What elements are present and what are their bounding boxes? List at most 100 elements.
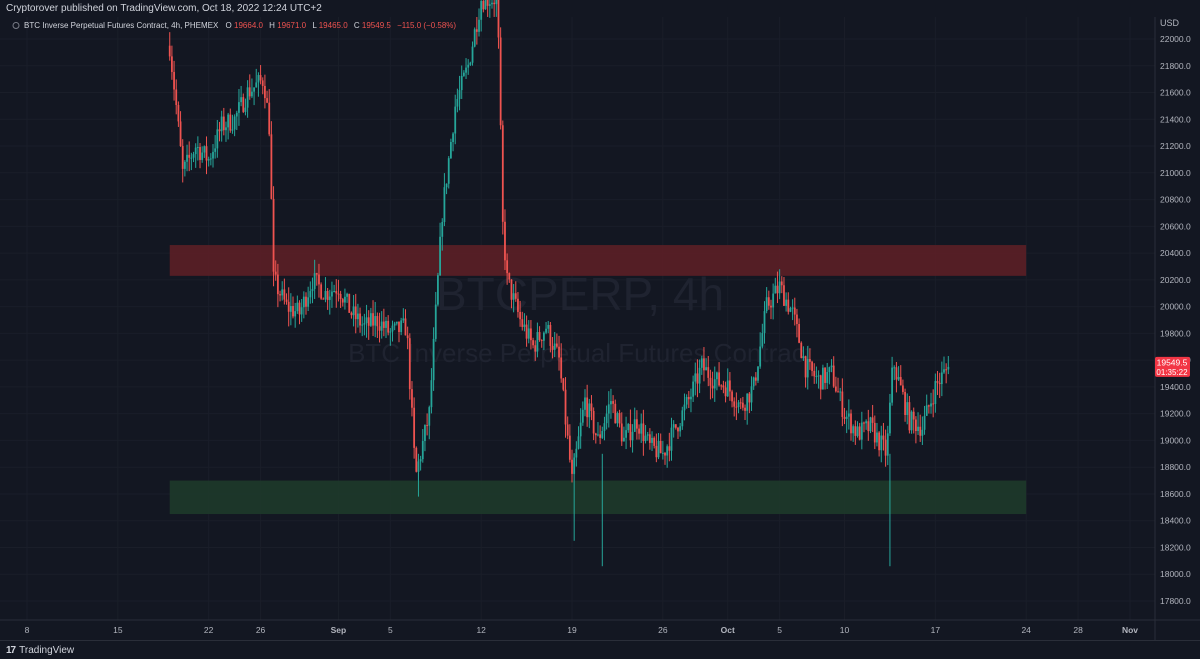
candle-body xyxy=(246,87,249,108)
candle-body xyxy=(188,154,191,158)
candle-body xyxy=(538,332,541,340)
candle-body xyxy=(281,289,284,296)
candle-body xyxy=(549,324,552,346)
candle-body xyxy=(610,401,612,405)
legend-open: 19664.0 xyxy=(234,21,263,30)
candle-body xyxy=(847,413,850,417)
candle-body xyxy=(367,317,370,326)
candle-body xyxy=(856,426,859,436)
price-tick-label: 22000.0 xyxy=(1160,34,1191,44)
candle-body xyxy=(209,158,212,160)
candle-body xyxy=(575,448,578,458)
candle-body xyxy=(558,346,560,358)
candle-body xyxy=(945,369,948,371)
candle-body xyxy=(486,0,489,6)
candle-body xyxy=(279,294,281,296)
candle-body xyxy=(449,141,452,159)
tradingview-logo[interactable]: 17 TradingView xyxy=(6,643,74,657)
candle-body xyxy=(590,403,593,411)
candle-body xyxy=(787,299,790,312)
candle-body xyxy=(739,402,742,404)
candle-body xyxy=(365,317,368,324)
candle-body xyxy=(268,102,271,135)
candle-body xyxy=(906,402,909,416)
candle-body xyxy=(709,377,712,386)
candle-body xyxy=(629,424,632,441)
candle-body xyxy=(177,104,180,122)
legend-high: 19671.0 xyxy=(277,21,306,30)
legend-close-label: C xyxy=(354,21,360,30)
time-axis[interactable]: 8 15 22 26 Sep 5 12 19 26 Oct 5 10 17 24 28 Nov xyxy=(25,625,1139,635)
candle-body xyxy=(932,403,935,405)
candle-body xyxy=(923,415,926,430)
candle-body xyxy=(806,359,809,378)
time-tick-label: 5 xyxy=(388,625,393,635)
candlestick-chart[interactable]: BTCPERP, 4h BTC Inverse Perpetual Future… xyxy=(0,0,1200,640)
candle-body xyxy=(646,434,649,436)
candle-body xyxy=(391,325,394,332)
candle-body xyxy=(605,413,608,424)
candle-body xyxy=(259,75,262,81)
candle-body xyxy=(681,410,684,427)
candle-body xyxy=(430,380,433,408)
candle-body xyxy=(754,377,757,381)
resistance-zone xyxy=(169,245,1027,276)
candle-body xyxy=(716,372,718,380)
candle-body xyxy=(220,116,223,132)
candle-body xyxy=(914,419,917,432)
candle-body xyxy=(488,4,491,6)
candle-body xyxy=(287,301,290,312)
candle-body xyxy=(199,147,201,160)
candle-body xyxy=(322,298,325,300)
candle-body xyxy=(402,318,405,321)
candle-body xyxy=(244,107,247,112)
candle-body xyxy=(183,161,186,169)
price-tick-label: 18200.0 xyxy=(1160,542,1191,552)
candle-body xyxy=(462,72,465,76)
candle-body xyxy=(532,340,534,346)
candle-body xyxy=(491,2,493,5)
candle-body xyxy=(912,411,915,420)
candle-body xyxy=(741,402,744,408)
candle-body xyxy=(759,346,762,367)
candle-body xyxy=(339,293,342,300)
candle-body xyxy=(504,221,506,261)
candle-body xyxy=(761,333,764,347)
candle-body xyxy=(696,373,699,384)
candle-body xyxy=(467,64,470,68)
candle-body xyxy=(772,293,775,308)
candle-body xyxy=(212,151,214,159)
price-tick-label: 18600.0 xyxy=(1160,489,1191,499)
legend-collapse-icon[interactable] xyxy=(12,22,20,29)
candle-body xyxy=(783,285,785,306)
candle-body xyxy=(685,396,688,405)
candle-body xyxy=(456,98,459,107)
candle-body xyxy=(690,396,692,400)
candle-body xyxy=(802,356,805,358)
candle-body xyxy=(884,439,887,456)
candle-body xyxy=(421,441,424,460)
candle-body xyxy=(780,281,783,286)
candle-body xyxy=(718,372,720,386)
support-zone xyxy=(169,480,1027,515)
candle-body xyxy=(168,45,171,57)
price-tick-label: 21400.0 xyxy=(1160,114,1191,124)
candle-body xyxy=(181,146,184,169)
candle-body xyxy=(588,403,591,418)
candle-body xyxy=(497,0,500,38)
price-tick-label: 20400.0 xyxy=(1160,248,1191,258)
candle-body xyxy=(843,416,846,419)
candle-body xyxy=(253,87,255,92)
candle-body xyxy=(638,428,640,434)
candle-body xyxy=(876,432,878,443)
candle-body xyxy=(460,75,463,91)
price-axis[interactable]: USD 17800.0 18000.0 18200.0 18400.0 18600.0 1… xyxy=(1160,18,1191,606)
candle-body xyxy=(800,342,803,358)
candle-body xyxy=(770,305,772,308)
candle-body xyxy=(298,302,301,315)
candle-body xyxy=(227,114,230,128)
price-tick-label: 17800.0 xyxy=(1160,596,1191,606)
price-tick-label: 21600.0 xyxy=(1160,88,1191,98)
candle-body xyxy=(750,386,753,403)
candle-body xyxy=(871,417,874,423)
